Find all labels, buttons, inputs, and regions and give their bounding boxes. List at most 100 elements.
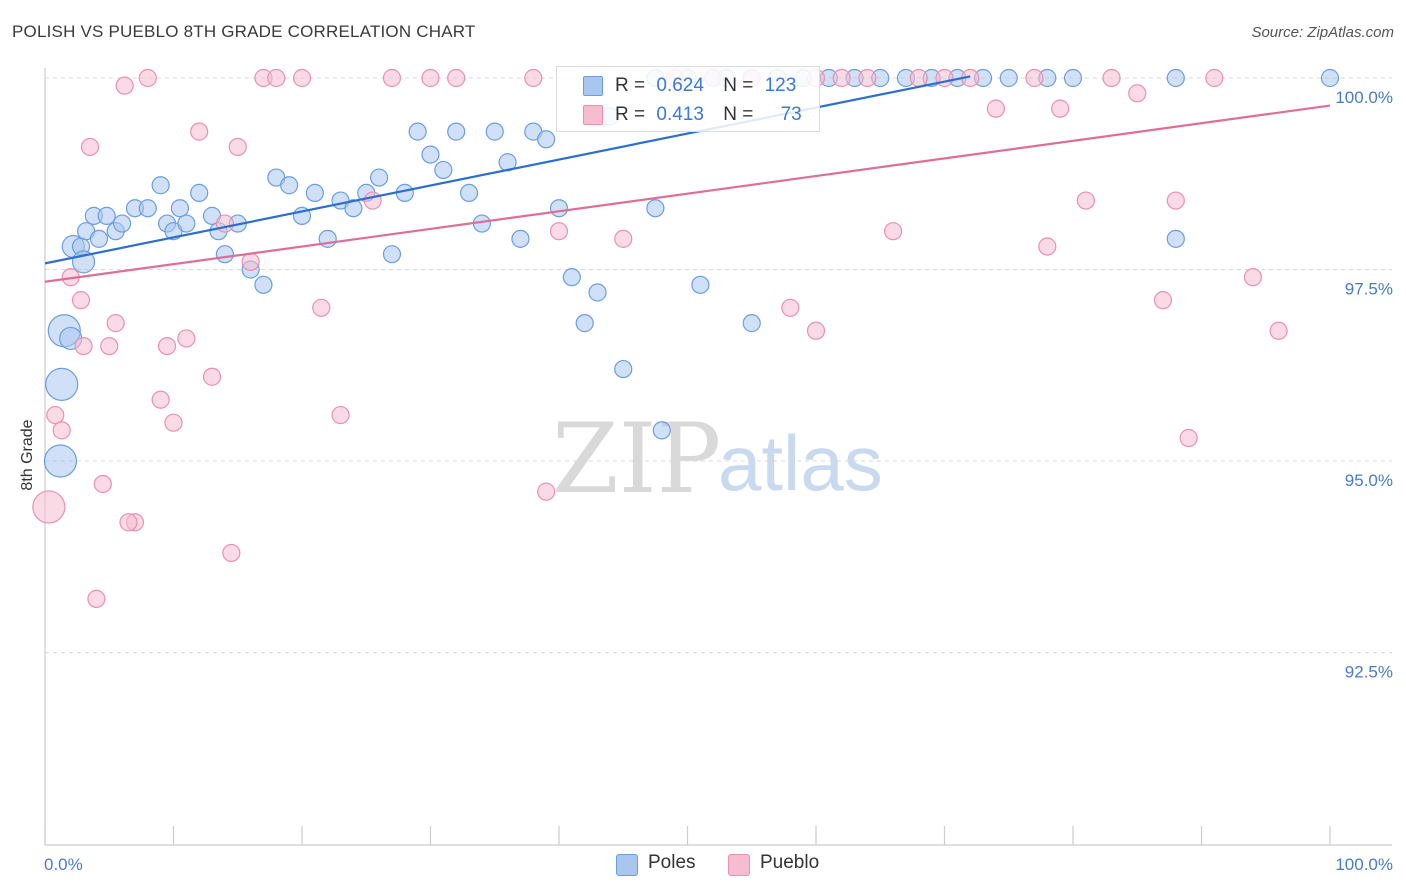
pueblo-point: [80, 137, 100, 157]
pueblo-point: [614, 229, 633, 248]
pueblo-point: [858, 68, 877, 88]
poles-point: [511, 229, 530, 248]
pueblo-legend-label: Pueblo: [760, 852, 820, 873]
pueblo-point: [164, 413, 183, 432]
pueblo-point: [93, 474, 112, 494]
pueblo-point: [312, 298, 331, 317]
poles-point: [370, 168, 389, 187]
poles-point: [138, 199, 157, 218]
pueblo-point: [151, 390, 170, 409]
poles-point: [190, 183, 209, 202]
poles-point: [691, 275, 710, 294]
poles-point: [305, 183, 324, 202]
poles-point: [549, 199, 569, 218]
legend-n-label: N =: [723, 75, 754, 96]
pueblo-swatch: [583, 105, 603, 125]
poles-point: [97, 206, 116, 225]
poles-point: [646, 199, 665, 218]
pueblo-point: [421, 68, 440, 88]
pueblo-point: [228, 137, 247, 157]
pueblo-point: [100, 337, 119, 356]
pueblo-point: [106, 314, 125, 333]
pueblo-point: [32, 490, 66, 524]
pueblo-point: [87, 589, 106, 608]
pueblo-point: [1051, 99, 1070, 118]
pueblo-point: [119, 513, 138, 532]
pueblo-point: [177, 329, 196, 348]
pueblo-point: [1243, 268, 1263, 287]
poles-point: [459, 183, 479, 202]
poles-point: [170, 199, 190, 218]
pueblo-point: [292, 68, 312, 88]
legend: R = 0.624 N = 123 R = 0.413 N = 73: [556, 66, 820, 132]
legend-n-value: 123: [764, 75, 797, 96]
legend-r-value: 0.413: [656, 104, 704, 125]
pueblo-point: [74, 337, 93, 356]
pueblo-point: [537, 482, 556, 501]
poles-point: [742, 314, 761, 333]
poles-point: [43, 444, 78, 478]
pueblo-point: [832, 68, 851, 88]
poles-point: [537, 130, 556, 149]
poles-point: [434, 160, 453, 180]
y-tick-label: 97.5%: [1345, 280, 1393, 299]
pueblo-point: [806, 321, 826, 340]
pueblo-point: [1153, 291, 1173, 310]
pueblo-point: [909, 68, 928, 88]
poles-point: [575, 314, 594, 333]
pueblo-point: [1076, 191, 1095, 210]
pueblo-point: [1128, 84, 1147, 103]
pueblo-point: [447, 68, 466, 88]
pueblo-legend-swatch: [728, 854, 750, 876]
y-tick-label: 92.5%: [1345, 663, 1393, 682]
pueblo-point: [1166, 191, 1185, 210]
poles-point: [652, 421, 671, 440]
pueblo-point: [1179, 428, 1198, 448]
poles-point: [215, 245, 234, 264]
x-tick-label: 100.0%: [1335, 855, 1393, 874]
poles-point: [151, 176, 170, 195]
pueblo-point: [1102, 68, 1121, 88]
pueblo-point: [549, 222, 569, 241]
poles-point: [1063, 68, 1083, 88]
pueblo-point: [115, 76, 134, 95]
pueblo-point: [1025, 68, 1044, 88]
poles-point: [421, 145, 440, 164]
legend-r-label: R =: [615, 104, 646, 125]
poles-point: [1320, 68, 1340, 88]
pueblo-point: [986, 99, 1006, 118]
poles-point: [999, 68, 1018, 88]
poles-legend-swatch: [616, 854, 638, 876]
pueblo-point: [883, 222, 903, 241]
pueblo-point: [1038, 237, 1057, 256]
poles-point: [614, 359, 633, 379]
pueblo-point: [382, 68, 402, 88]
poles-trend-line: [44, 75, 971, 265]
poles-point: [45, 367, 79, 401]
legend-n-value: 73: [780, 104, 802, 125]
watermark: ZIP atlas: [552, 403, 883, 515]
pueblo-point: [52, 421, 71, 440]
pueblo-point: [267, 68, 286, 88]
poles-swatch: [583, 76, 603, 96]
y-tick-label: 95.0%: [1345, 471, 1393, 490]
pueblo-point: [157, 337, 177, 356]
pueblo-trend-line: [44, 104, 1331, 283]
pueblo-point: [1269, 321, 1288, 340]
poles-legend-label: Poles: [648, 852, 696, 873]
poles-point: [1166, 229, 1185, 248]
poles-points: [43, 68, 1340, 478]
pueblo-point: [222, 543, 241, 563]
y-tick-label: 100.0%: [1335, 88, 1393, 107]
chart-source: Source: ZipAtlas.com: [1251, 24, 1394, 41]
poles-point: [588, 283, 607, 302]
pueblo-point: [524, 68, 543, 88]
poles-point: [408, 122, 427, 141]
tick-labels: 100.0% 97.5% 95.0% 92.5% 0.0% 100.0%: [44, 88, 1393, 874]
poles-point: [280, 176, 299, 195]
pueblo-point: [138, 68, 157, 88]
pueblo-point: [215, 214, 234, 233]
legend-n-label: N =: [723, 104, 754, 125]
chart-title: POLISH VS PUEBLO 8TH GRADE CORRELATION C…: [12, 22, 476, 41]
pueblo-point: [190, 122, 209, 141]
